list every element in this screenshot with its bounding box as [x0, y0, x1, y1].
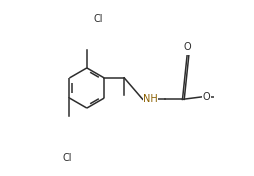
FancyBboxPatch shape [61, 150, 75, 166]
Text: Cl: Cl [93, 14, 103, 24]
FancyBboxPatch shape [202, 89, 211, 105]
FancyBboxPatch shape [143, 92, 158, 107]
FancyBboxPatch shape [91, 11, 105, 27]
Text: O: O [183, 42, 191, 52]
FancyBboxPatch shape [183, 39, 192, 55]
Text: NH: NH [143, 94, 158, 104]
Text: O: O [203, 92, 210, 102]
Text: Cl: Cl [63, 153, 72, 163]
